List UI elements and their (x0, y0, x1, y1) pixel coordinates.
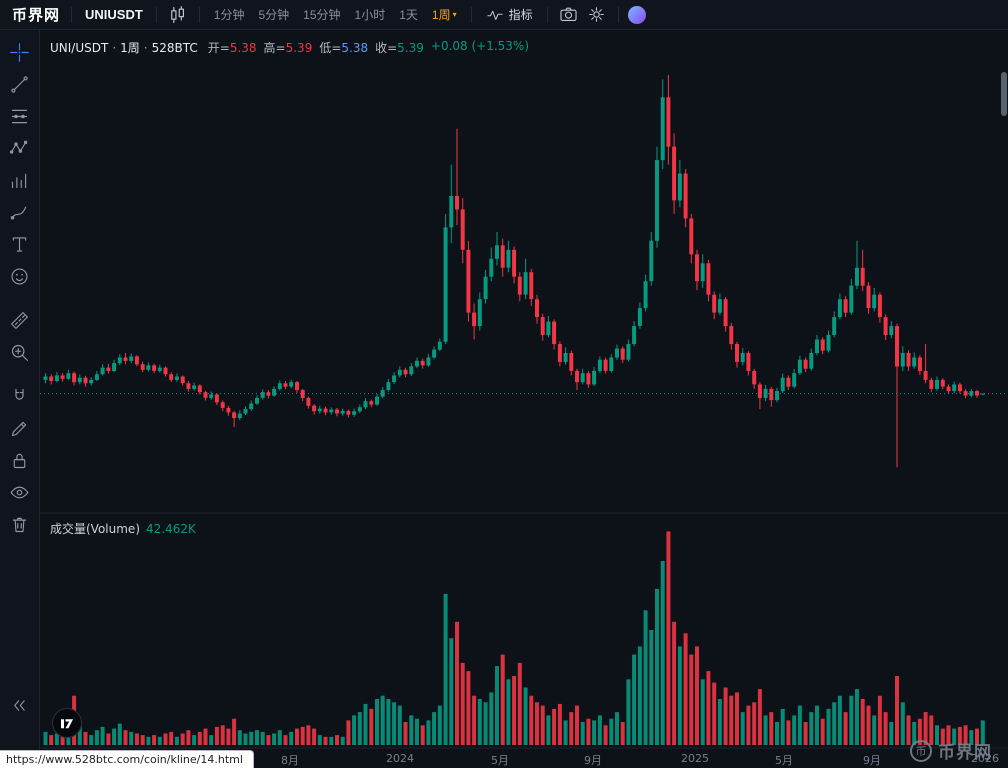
settings-button[interactable] (583, 3, 611, 27)
ohlc-open: 开=5.38 (207, 41, 257, 55)
divider (546, 6, 548, 23)
bars-pattern-tool[interactable] (5, 165, 35, 195)
measure-ruler-icon (11, 311, 28, 329)
symbol-button[interactable]: UNIUSDT (79, 7, 149, 22)
timeframe-label: 1分钟 (213, 8, 245, 22)
brush-icon (10, 206, 27, 220)
ohlc-close: 收=5.39 (375, 41, 424, 55)
candlestick-chart[interactable] (40, 30, 1008, 768)
zoom-in-tool[interactable] (5, 337, 35, 367)
timeframe-label: 1周 (431, 8, 451, 22)
magnet-icon (15, 388, 24, 400)
lock-all-drawings-tool[interactable] (5, 445, 35, 475)
scrollbar-thumb[interactable] (1001, 72, 1007, 116)
timeframe-1min[interactable]: 1分钟 (207, 3, 252, 26)
top-toolbar: 币界网 UNIUSDT 1分钟 5分钟 15分钟 1小时 1天 1周 ▾ 指标 (0, 0, 1008, 30)
ohlc-high: 高=5.39 (263, 41, 313, 55)
timeframe-label: 1小时 (354, 8, 386, 22)
drawing-mode-tool[interactable] (5, 413, 35, 443)
trash-icon (12, 517, 27, 532)
watermark-text: 币界网 (938, 743, 992, 763)
hide-all-drawings-tool[interactable] (5, 477, 35, 507)
tradingview-icon (61, 719, 73, 729)
candle-chart-icon (170, 5, 184, 23)
timeframe-label: 1天 (399, 8, 418, 22)
indicators-icon (486, 10, 503, 20)
remove-all-drawings-tool[interactable] (5, 509, 35, 539)
coin-logo-icon: 币 (910, 739, 932, 762)
zoom-in-icon (11, 344, 28, 361)
time-axis-label: 9月 (584, 754, 602, 767)
timeframe-1day[interactable]: 1天 (392, 3, 425, 26)
divider (155, 6, 157, 23)
divider (71, 6, 73, 23)
time-axis-label: 2026 (971, 752, 999, 765)
measure-tool[interactable] (5, 305, 35, 335)
user-avatar[interactable] (627, 5, 646, 24)
fib-retracement-icon (11, 109, 28, 123)
ohlc-change: +0.08 (+1.53%) (430, 39, 530, 53)
ohlc-low: 低=5.38 (319, 41, 369, 55)
legend-separator: · (143, 41, 148, 55)
eye-icon (10, 486, 29, 498)
double-chevron-left-icon (14, 699, 25, 711)
magnet-tool[interactable] (5, 381, 35, 411)
pencil-icon (11, 421, 27, 436)
brush-tool[interactable] (5, 197, 35, 227)
text-tool-icon (12, 236, 27, 252)
tradingview-logo[interactable] (52, 708, 82, 738)
legend-symbol[interactable]: UNI/USDT (50, 41, 109, 55)
crosshair-icon (10, 42, 29, 62)
lock-icon (13, 453, 26, 468)
ohlc-values: 开=5.38 高=5.39 低=5.38 收=5.39 +0.08 (+1.53%) (208, 39, 529, 56)
chevron-down-icon: ▾ (452, 9, 457, 19)
crosshair-tool[interactable] (5, 37, 35, 67)
chart-legend: UNI/USDT · 1周 · 528BTC 开=5.38 高=5.39 低=5.3… (50, 39, 529, 56)
divider (470, 6, 472, 23)
drawing-toolbar (0, 30, 40, 768)
timeframe-5min[interactable]: 5分钟 (251, 3, 296, 26)
text-tool[interactable] (5, 229, 35, 259)
camera-icon (560, 7, 577, 21)
time-axis-label: 5月 (775, 754, 793, 767)
time-axis-label: 2024 (386, 752, 414, 765)
collapse-toolbar-button[interactable] (5, 690, 35, 720)
divider (617, 6, 619, 23)
timeframe-label: 15分钟 (303, 8, 341, 22)
trend-line-icon (11, 75, 28, 93)
xabcd-pattern-icon (9, 140, 28, 154)
time-axis-label: 5月 (491, 754, 509, 767)
volume-value: 42.462K (146, 522, 196, 536)
emoji-tool[interactable] (5, 261, 35, 291)
emoji-icon (11, 267, 28, 285)
divider (198, 6, 200, 23)
time-axis-label: 8月 (281, 754, 299, 767)
legend-separator: · (112, 41, 117, 55)
xabcd-pattern-tool[interactable] (5, 133, 35, 163)
chart-container: UNI/USDT · 1周 · 528BTC 开=5.38 高=5.39 低=5.3… (40, 30, 1008, 768)
site-watermark: 币 币界网 (910, 738, 992, 763)
timeframe-1hour[interactable]: 1小时 (348, 3, 393, 26)
legend-interval: 1周 (120, 41, 140, 55)
time-axis-label: 9月 (863, 754, 881, 767)
timeframe-1week[interactable]: 1周 ▾ (425, 3, 464, 26)
timeframe-label: 5分钟 (258, 8, 290, 22)
legend-source: 528BTC (151, 41, 198, 55)
trend-line-tool[interactable] (5, 69, 35, 99)
bars-pattern-icon (11, 173, 27, 188)
candle-chart-style-button[interactable] (164, 3, 192, 27)
time-axis-label: 2025 (681, 752, 709, 765)
site-logo[interactable]: 币界网 (12, 6, 61, 24)
volume-label: 成交量(Volume) (50, 522, 140, 536)
screenshot-button[interactable] (555, 3, 583, 27)
volume-pane-legend: 成交量(Volume) 42.462K (50, 520, 196, 537)
timeframe-15min[interactable]: 15分钟 (296, 3, 347, 26)
browser-status-url: https://www.528btc.com/coin/kline/14.htm… (0, 750, 254, 768)
fib-retracement-tool[interactable] (5, 101, 35, 131)
time-axis[interactable]: 8月 2024 5月 9月 2025 5月 9月 2026 (40, 748, 1008, 768)
settings-gear-icon (589, 7, 604, 22)
indicators-button[interactable]: 指标 (479, 3, 540, 27)
indicators-label: 指标 (508, 8, 533, 22)
